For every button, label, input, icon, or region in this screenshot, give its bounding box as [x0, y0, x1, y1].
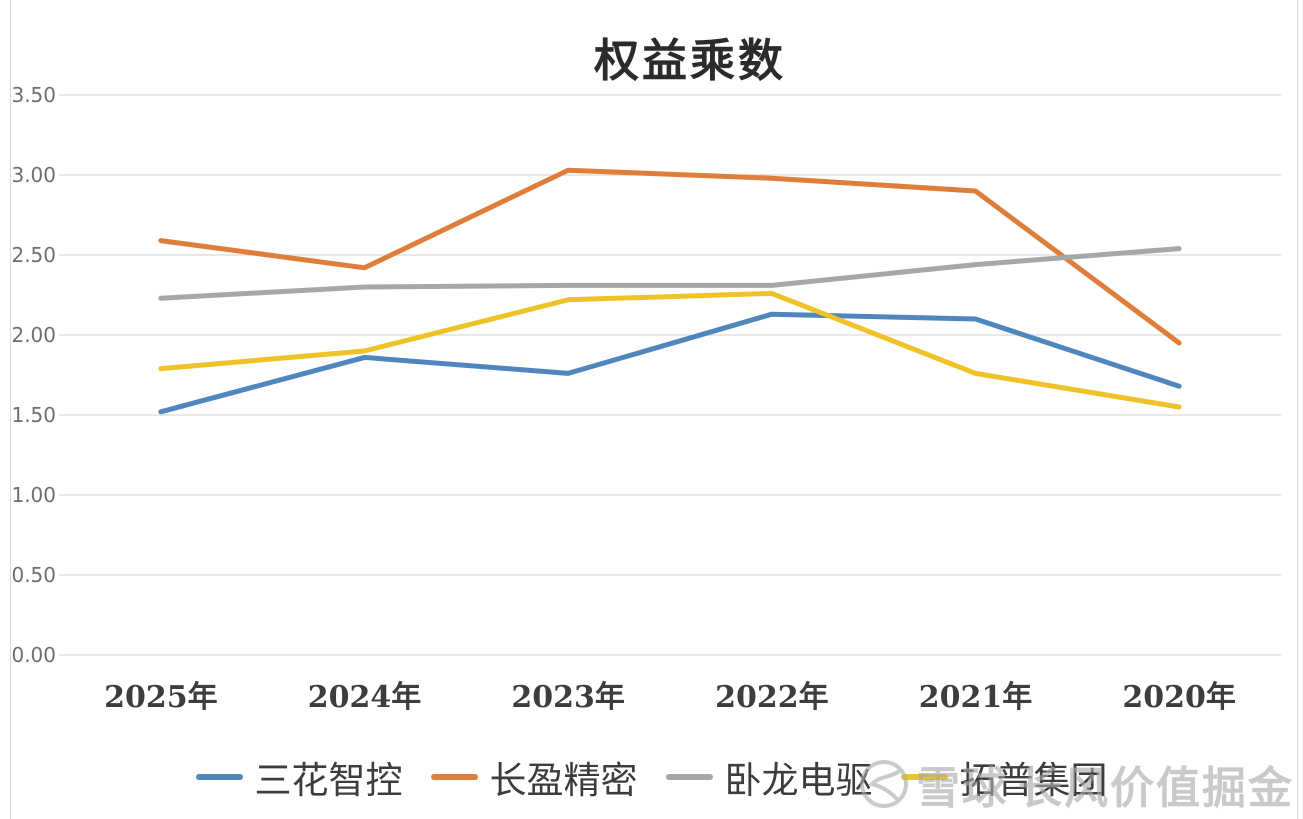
legend-dash-yellow	[900, 774, 948, 780]
y-tick-label: 1.50	[11, 403, 56, 427]
legend-label: 三花智控	[254, 759, 403, 802]
series-line-三花智控	[158, 311, 1182, 415]
legend-label: 长盈精密	[489, 759, 638, 802]
legend-label: 卧龙电驱	[724, 759, 873, 802]
x-tick-label: 2024年	[307, 680, 422, 715]
x-tick-label: 2020年	[1122, 680, 1236, 715]
chart-legend: 三花智控 长盈精密 卧龙电驱 拓普集团	[0, 750, 1303, 804]
x-tick-label: 2023年	[511, 680, 625, 715]
y-tick-label: 1.00	[11, 483, 56, 507]
legend-item-sanhua: 三花智控	[195, 750, 403, 804]
legend-label: 拓普集团	[959, 759, 1108, 802]
y-tick-label: 0.00	[11, 643, 56, 667]
series-line-长盈精密	[158, 167, 1182, 346]
series-line-卧龙电驱	[158, 246, 1182, 301]
legend-item-wolong: 卧龙电驱	[665, 750, 873, 804]
chart-title: 权益乘数	[593, 34, 786, 87]
x-tick-label: 2025年	[104, 680, 218, 715]
x-tick-label: 2021年	[918, 680, 1033, 715]
legend-dash-orange	[430, 774, 478, 780]
legend-dash-gray	[665, 774, 713, 780]
series-line-拓普集团	[158, 290, 1182, 410]
legend-item-tuopu: 拓普集团	[900, 750, 1108, 804]
legend-item-changying: 长盈精密	[430, 750, 638, 804]
line-chart-plot	[59, 94, 1281, 656]
y-tick-label: 3.00	[11, 163, 56, 187]
x-tick-label: 2022年	[715, 680, 829, 715]
y-tick-label: 0.50	[11, 563, 56, 587]
y-tick-label: 2.50	[11, 243, 56, 267]
y-tick-label: 2.00	[11, 323, 56, 347]
legend-dash-blue	[195, 774, 243, 780]
y-tick-label: 3.50	[11, 83, 56, 107]
